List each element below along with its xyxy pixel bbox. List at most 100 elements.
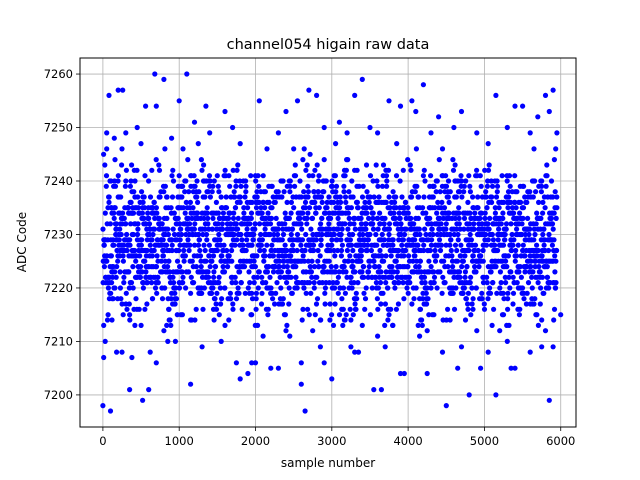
data-point	[394, 221, 400, 227]
data-point	[324, 205, 330, 211]
data-point	[246, 269, 252, 275]
data-point	[258, 231, 264, 238]
data-point	[180, 274, 186, 280]
data-point	[455, 237, 461, 243]
data-point	[525, 280, 532, 286]
data-point	[273, 215, 279, 221]
data-point	[186, 189, 192, 195]
data-point	[485, 221, 491, 227]
data-point	[486, 226, 492, 232]
data-point	[312, 167, 318, 173]
data-point	[374, 242, 380, 248]
data-point	[520, 205, 527, 211]
data-point	[331, 231, 337, 238]
data-point	[401, 370, 407, 377]
data-point	[154, 290, 160, 296]
data-point	[260, 199, 266, 205]
data-point	[314, 274, 320, 280]
data-point	[385, 317, 391, 323]
data-point	[128, 178, 134, 184]
data-point	[265, 306, 271, 312]
data-point	[339, 296, 345, 302]
data-point	[130, 264, 136, 270]
data-point	[365, 237, 371, 243]
data-point	[194, 178, 200, 184]
data-point	[432, 258, 439, 264]
data-point	[287, 183, 293, 189]
data-point	[447, 231, 453, 238]
data-point	[458, 253, 464, 259]
data-point	[534, 242, 540, 248]
data-point	[506, 173, 513, 179]
data-point	[542, 205, 548, 211]
data-point	[445, 194, 451, 200]
data-point	[492, 205, 498, 211]
data-point	[521, 183, 527, 189]
data-point	[229, 226, 236, 232]
data-point	[292, 162, 298, 168]
data-point	[539, 344, 545, 350]
data-point	[540, 210, 546, 216]
data-point	[165, 231, 171, 238]
data-point	[115, 173, 121, 179]
data-point	[284, 280, 290, 286]
data-point	[425, 296, 431, 302]
data-point	[135, 221, 141, 227]
data-point	[423, 210, 429, 216]
data-point	[207, 264, 213, 270]
data-point	[532, 258, 539, 264]
data-point	[233, 280, 239, 286]
data-point	[269, 205, 275, 211]
data-point	[341, 264, 347, 270]
data-point	[375, 183, 381, 189]
data-point	[152, 285, 159, 291]
data-point	[479, 221, 485, 227]
data-point	[451, 231, 457, 238]
data-point	[382, 301, 388, 307]
data-point	[546, 397, 552, 403]
data-point	[164, 215, 170, 221]
data-point	[377, 247, 383, 254]
data-point	[241, 210, 247, 216]
data-point	[251, 231, 257, 238]
data-point	[401, 231, 408, 238]
data-point	[138, 264, 144, 270]
data-point	[341, 189, 347, 195]
data-point	[153, 103, 159, 109]
data-point	[478, 365, 484, 371]
data-point	[327, 247, 333, 254]
data-point	[159, 296, 166, 302]
data-point	[524, 199, 530, 205]
data-point	[102, 338, 108, 344]
data-point	[331, 199, 337, 205]
data-point	[235, 162, 241, 168]
data-point	[551, 210, 557, 216]
data-point	[101, 322, 107, 328]
data-point	[183, 178, 189, 184]
data-point	[311, 189, 317, 195]
data-point	[159, 221, 165, 227]
data-point	[370, 226, 377, 232]
data-point	[162, 285, 168, 291]
data-point	[457, 189, 463, 195]
data-point	[143, 269, 149, 275]
data-point	[350, 247, 356, 254]
data-point	[103, 183, 109, 189]
data-point	[468, 274, 474, 280]
data-point	[301, 285, 307, 291]
data-point	[164, 322, 170, 328]
data-point	[112, 205, 118, 211]
data-point	[183, 285, 189, 291]
data-point	[485, 296, 491, 302]
data-point	[306, 87, 312, 93]
data-point	[342, 194, 349, 200]
data-point	[364, 247, 370, 254]
data-point	[213, 199, 219, 205]
data-point	[401, 253, 407, 259]
data-point	[222, 167, 228, 173]
data-point	[165, 338, 171, 344]
data-point	[367, 173, 374, 179]
y-tick-label: 7260	[44, 67, 73, 81]
data-point	[398, 221, 404, 227]
data-point	[210, 183, 216, 189]
